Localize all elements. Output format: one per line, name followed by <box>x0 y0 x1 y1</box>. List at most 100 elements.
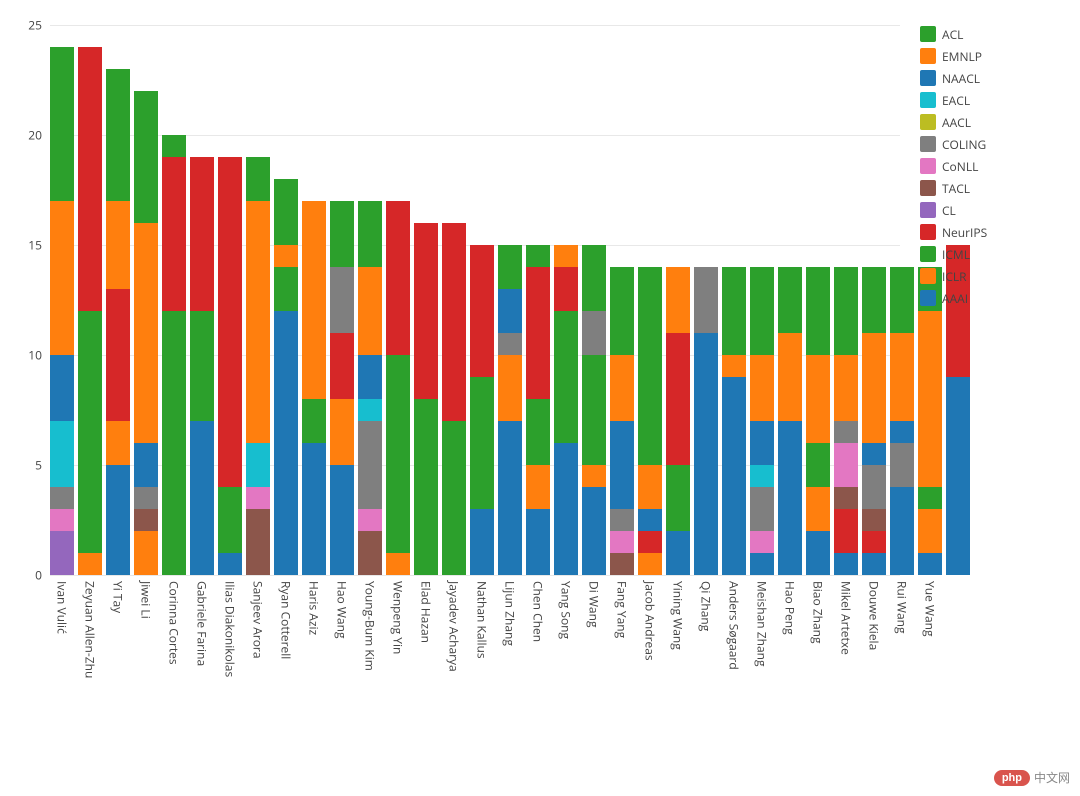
bar-segment-acl <box>162 135 186 157</box>
legend-item-acl[interactable]: ACL <box>920 25 987 43</box>
bar-segment-iclr <box>106 421 130 465</box>
legend-item-coling[interactable]: COLING <box>920 135 987 153</box>
x-tick-label: Lijun Zhang <box>502 581 519 646</box>
bar-segment-naacl <box>610 421 634 509</box>
x-tick-label: Ivan Vulić <box>54 581 71 634</box>
bar-segment-naacl <box>638 509 662 531</box>
bar-segment-coling <box>862 465 886 509</box>
bar-segment-aaai <box>582 487 606 575</box>
x-tick-label: Yue Wang <box>922 581 939 637</box>
bar-segment-neurips <box>862 531 886 553</box>
bar-segment-neurips <box>218 157 242 487</box>
watermark-text: 中文网 <box>1034 769 1070 786</box>
bar-segment-neurips <box>106 289 130 421</box>
bar-segment-aaai <box>890 487 914 575</box>
bar-segment-icml <box>554 311 578 443</box>
x-tick-label: Elad Hazan <box>418 581 435 643</box>
legend-item-icml[interactable]: ICML <box>920 245 987 263</box>
x-tick-label: Mikel Artetxe <box>838 581 855 655</box>
legend-swatch <box>920 26 936 42</box>
x-tick-label: Hao Wang <box>334 581 351 638</box>
legend-item-neurips[interactable]: NeurIPS <box>920 223 987 241</box>
bar-segment-acl <box>106 69 130 201</box>
legend-label: COLING <box>942 136 986 153</box>
bar-segment-neurips <box>162 157 186 311</box>
x-tick-label: Corinna Cortes <box>166 581 183 665</box>
bar-segment-acl <box>582 245 606 311</box>
bar-segment-tacl <box>134 509 158 531</box>
bar-segment-aaai <box>330 465 354 575</box>
legend-label: CL <box>942 202 956 219</box>
bar-segment-emnlp <box>750 355 774 421</box>
bar-segment-neurips <box>190 157 214 311</box>
legend-item-aaai[interactable]: AAAI <box>920 289 987 307</box>
legend-item-naacl[interactable]: NAACL <box>920 69 987 87</box>
bar-segment-naacl <box>498 289 522 333</box>
bar-segment-eacl <box>246 443 270 487</box>
legend-label: TACL <box>942 180 970 197</box>
x-tick-label: Douwe Kiela <box>866 581 883 650</box>
bar-segment-acl <box>750 267 774 355</box>
legend-item-tacl[interactable]: TACL <box>920 179 987 197</box>
legend-item-aacl[interactable]: AACL <box>920 113 987 131</box>
bar-segment-icml <box>274 267 298 311</box>
bar-segment-naacl <box>862 443 886 465</box>
bar-segment-conll <box>750 531 774 553</box>
bar-segment-acl <box>778 267 802 333</box>
bar-segment-icml <box>190 311 214 421</box>
legend-item-conll[interactable]: CoNLL <box>920 157 987 175</box>
bar-segment-aaai <box>106 465 130 575</box>
bar-segment-emnlp <box>274 245 298 267</box>
bar-segment-emnlp <box>554 245 578 267</box>
bar-segment-neurips <box>414 223 438 399</box>
bar-segment-icml <box>162 311 186 575</box>
bar-segment-neurips <box>442 223 466 421</box>
legend-label: NeurIPS <box>942 224 987 241</box>
bar-segment-icml <box>414 399 438 575</box>
x-tick-label: Jacob Andreas <box>642 581 659 661</box>
bar-segment-acl <box>246 157 270 201</box>
bar-segment-acl <box>834 267 858 355</box>
legend-item-emnlp[interactable]: EMNLP <box>920 47 987 65</box>
bar-segment-emnlp <box>778 333 802 421</box>
x-tick-label: Yi Tay <box>110 581 127 613</box>
bar-segment-aaai <box>470 509 494 575</box>
gridline <box>50 575 900 576</box>
bar-segment-coling <box>498 333 522 355</box>
x-tick-label: Wenpeng Yin <box>390 581 407 654</box>
legend-item-iclr[interactable]: ICLR <box>920 267 987 285</box>
bar-segment-tacl <box>862 509 886 531</box>
legend-item-eacl[interactable]: EACL <box>920 91 987 109</box>
x-tick-label: Sanjeev Arora <box>250 581 267 659</box>
bar-segment-icml <box>526 399 550 465</box>
bar-segment-iclr <box>386 553 410 575</box>
x-tick-label: Yang Song <box>558 581 575 639</box>
legend-swatch <box>920 136 936 152</box>
bar-segment-emnlp <box>610 355 634 421</box>
gridline <box>50 25 900 26</box>
bar-segment-icml <box>442 421 466 575</box>
bar-segment-eacl <box>50 421 74 487</box>
chart-container: 0510152025Ivan VulićZeyuan Allen-ZhuYi T… <box>0 0 1080 796</box>
legend-swatch <box>920 92 936 108</box>
bar-segment-acl <box>722 267 746 355</box>
bar-segment-aaai <box>274 311 298 575</box>
legend-swatch <box>920 246 936 262</box>
bar-segment-neurips <box>330 333 354 399</box>
x-tick-label: Meishan Zhang <box>754 581 771 667</box>
x-tick-label: Biao Zhang <box>810 581 827 644</box>
legend-swatch <box>920 114 936 130</box>
bar-segment-acl <box>358 201 382 267</box>
bar-segment-icml <box>218 487 242 553</box>
bar-segment-icml <box>918 487 942 509</box>
bar-segment-eacl <box>358 399 382 421</box>
bar-segment-coling <box>358 421 382 509</box>
bar-segment-emnlp <box>862 333 886 443</box>
legend-swatch <box>920 70 936 86</box>
x-tick-label: Zeyuan Allen-Zhu <box>82 581 99 678</box>
x-tick-label: Haris Aziz <box>306 581 323 635</box>
x-tick-label: Ryan Cotterell <box>278 581 295 659</box>
legend-item-cl[interactable]: CL <box>920 201 987 219</box>
x-tick-label: Young-Bum Kim <box>362 581 379 671</box>
watermark-pill: php <box>994 770 1030 786</box>
